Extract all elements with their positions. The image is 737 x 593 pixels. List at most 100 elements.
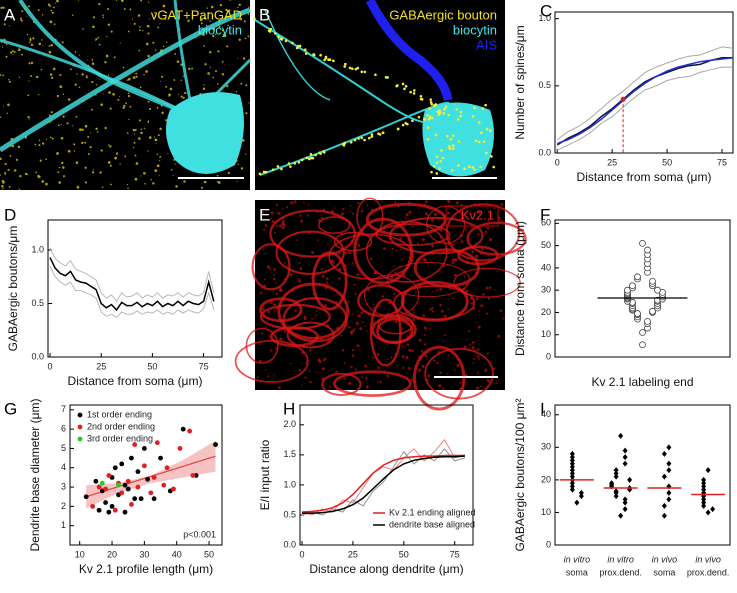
bouton bbox=[457, 140, 461, 143]
bouton bbox=[395, 84, 398, 88]
puncta bbox=[173, 79, 176, 81]
puncta bbox=[20, 19, 23, 22]
puncta bbox=[395, 249, 398, 252]
puncta bbox=[408, 348, 412, 352]
y-tick-label: 10 bbox=[541, 329, 551, 339]
puncta bbox=[119, 163, 121, 165]
puncta bbox=[321, 367, 325, 371]
puncta bbox=[286, 206, 289, 209]
puncta bbox=[347, 251, 351, 255]
puncta bbox=[303, 297, 306, 300]
puncta bbox=[300, 254, 303, 257]
point bbox=[135, 484, 141, 490]
puncta bbox=[47, 3, 50, 6]
puncta bbox=[104, 61, 107, 64]
puncta bbox=[275, 306, 279, 310]
puncta bbox=[207, 12, 210, 15]
puncta bbox=[373, 350, 376, 353]
puncta bbox=[296, 239, 298, 241]
y-tick-label: 0.5 bbox=[283, 509, 296, 519]
puncta bbox=[39, 159, 42, 162]
x-tick-label: soma bbox=[566, 567, 588, 577]
point bbox=[569, 467, 575, 474]
puncta bbox=[157, 26, 160, 29]
annotation: p<0.001 bbox=[183, 529, 216, 539]
point bbox=[613, 470, 619, 477]
puncta bbox=[146, 24, 150, 28]
puncta bbox=[413, 380, 417, 384]
puncta bbox=[156, 153, 159, 156]
puncta bbox=[431, 307, 434, 310]
x-tick-label: 25 bbox=[348, 549, 358, 559]
puncta bbox=[465, 261, 469, 265]
puncta bbox=[182, 96, 185, 99]
puncta bbox=[442, 340, 445, 343]
puncta bbox=[27, 5, 30, 8]
puncta bbox=[396, 225, 400, 229]
puncta bbox=[172, 175, 174, 177]
puncta bbox=[385, 276, 388, 279]
puncta bbox=[386, 358, 389, 361]
membrane bbox=[412, 345, 466, 411]
puncta bbox=[264, 326, 267, 329]
puncta bbox=[439, 228, 443, 232]
puncta bbox=[85, 76, 87, 78]
puncta bbox=[474, 202, 476, 205]
bouton bbox=[264, 170, 268, 174]
puncta bbox=[460, 217, 463, 220]
puncta bbox=[338, 268, 342, 272]
point bbox=[129, 455, 134, 461]
puncta bbox=[217, 181, 221, 184]
bouton bbox=[273, 32, 277, 35]
puncta bbox=[410, 331, 413, 335]
panel-letter: B bbox=[259, 5, 270, 24]
bouton bbox=[344, 62, 347, 66]
puncta bbox=[309, 380, 312, 384]
puncta bbox=[60, 136, 64, 140]
bouton bbox=[435, 155, 439, 159]
puncta bbox=[364, 325, 366, 327]
puncta bbox=[322, 379, 324, 382]
puncta bbox=[357, 249, 360, 251]
puncta bbox=[89, 145, 92, 149]
bouton bbox=[430, 103, 434, 106]
puncta bbox=[317, 219, 322, 223]
puncta bbox=[70, 68, 72, 71]
puncta bbox=[486, 201, 488, 203]
x-tick-label: in vitro bbox=[564, 554, 591, 564]
puncta bbox=[98, 78, 100, 80]
puncta bbox=[278, 290, 280, 292]
puncta bbox=[45, 158, 47, 161]
puncta bbox=[344, 222, 346, 224]
puncta bbox=[175, 185, 178, 188]
puncta bbox=[341, 236, 344, 238]
puncta bbox=[74, 83, 77, 86]
puncta bbox=[8, 80, 11, 83]
puncta bbox=[426, 351, 428, 354]
bouton bbox=[447, 113, 451, 117]
puncta bbox=[270, 211, 274, 215]
puncta bbox=[354, 292, 357, 296]
puncta bbox=[346, 324, 349, 327]
puncta bbox=[286, 255, 289, 258]
puncta bbox=[283, 277, 288, 281]
puncta bbox=[316, 212, 318, 214]
puncta bbox=[30, 43, 34, 47]
puncta bbox=[459, 234, 463, 238]
puncta bbox=[21, 10, 24, 13]
puncta bbox=[126, 183, 129, 186]
puncta bbox=[147, 54, 150, 58]
puncta bbox=[471, 341, 475, 344]
point bbox=[161, 482, 167, 488]
puncta bbox=[156, 164, 160, 168]
puncta bbox=[486, 227, 490, 230]
puncta bbox=[413, 309, 416, 311]
y-axis-label: Distance from soma (μm) bbox=[513, 221, 527, 356]
line bbox=[301, 454, 465, 513]
puncta bbox=[447, 237, 451, 241]
puncta bbox=[91, 108, 93, 111]
puncta bbox=[275, 224, 279, 228]
puncta bbox=[416, 279, 419, 283]
axes-frame bbox=[554, 11, 734, 154]
puncta bbox=[125, 102, 127, 105]
